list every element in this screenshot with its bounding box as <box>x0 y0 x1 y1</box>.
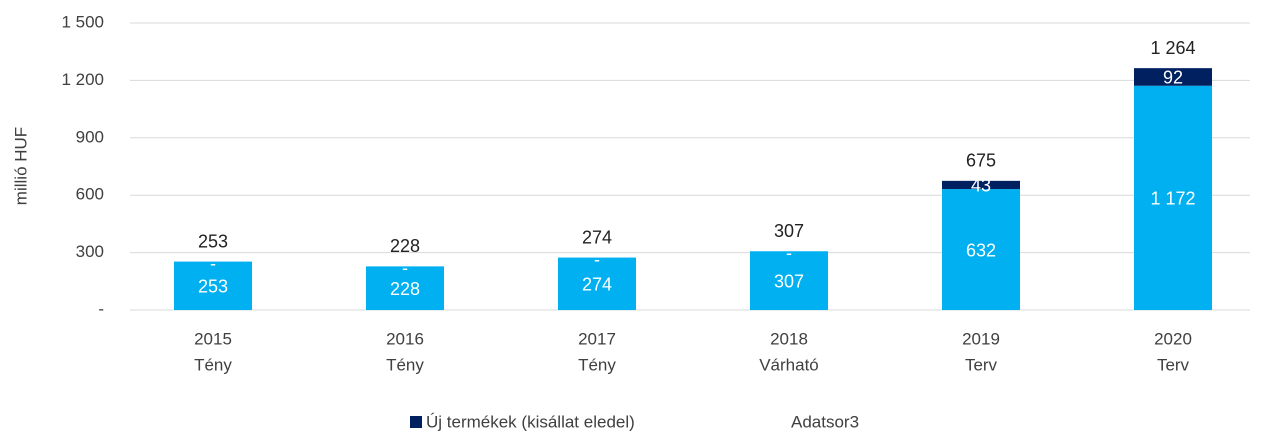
data-label: - <box>402 258 408 278</box>
x-tick-label: 2017 <box>578 329 616 348</box>
x-tick-label: Tény <box>578 355 616 374</box>
x-tick-label: Tény <box>386 355 424 374</box>
bar-segment <box>558 257 636 310</box>
total-label: 274 <box>582 227 612 247</box>
legend-label: Adatsor3 <box>791 412 859 431</box>
total-label: 307 <box>774 221 804 241</box>
x-tick-label: 2015 <box>194 329 232 348</box>
x-tick-label: 2016 <box>386 329 424 348</box>
total-label: 1 264 <box>1150 38 1195 58</box>
bar-segment <box>942 180 1020 190</box>
data-label: 307 <box>774 271 804 291</box>
y-tick-label: 600 <box>76 185 104 204</box>
data-label: - <box>210 253 216 273</box>
x-tick-label: Terv <box>1157 355 1190 374</box>
data-label: 43 <box>971 176 991 196</box>
bar-segment <box>750 251 828 310</box>
total-label: 675 <box>966 151 996 171</box>
y-tick-label: 300 <box>76 242 104 261</box>
x-tick-label: 2019 <box>962 329 1000 348</box>
x-tick-label: Várható <box>759 355 819 374</box>
bar-segment <box>366 266 444 310</box>
bar-segment <box>1134 85 1212 311</box>
y-tick-label: 900 <box>76 127 104 146</box>
legend-swatch <box>410 416 422 428</box>
x-tick-label: 2020 <box>1154 329 1192 348</box>
y-tick-label: 1 500 <box>61 12 104 31</box>
data-label: 92 <box>1163 68 1183 88</box>
y-tick-label: 1 200 <box>61 70 104 89</box>
data-label: 632 <box>966 240 996 260</box>
data-label: 228 <box>390 279 420 299</box>
x-tick-label: 2018 <box>770 329 808 348</box>
x-tick-label: Tény <box>194 355 232 374</box>
total-label: 253 <box>198 231 228 251</box>
bar-segment <box>1134 68 1212 86</box>
bar-segment <box>174 261 252 310</box>
data-label: - <box>786 243 792 263</box>
total-label: 228 <box>390 236 420 256</box>
y-tick-label: - <box>98 299 104 318</box>
legend-label: Új termékek (kisállat eledel) <box>426 412 635 431</box>
data-label: 274 <box>582 275 612 295</box>
data-label: - <box>594 249 600 269</box>
bar-segment <box>942 189 1020 310</box>
data-label: 253 <box>198 277 228 297</box>
y-axis-label: millió HUF <box>11 127 30 205</box>
x-tick-label: Terv <box>965 355 998 374</box>
data-label: 1 172 <box>1150 189 1195 209</box>
